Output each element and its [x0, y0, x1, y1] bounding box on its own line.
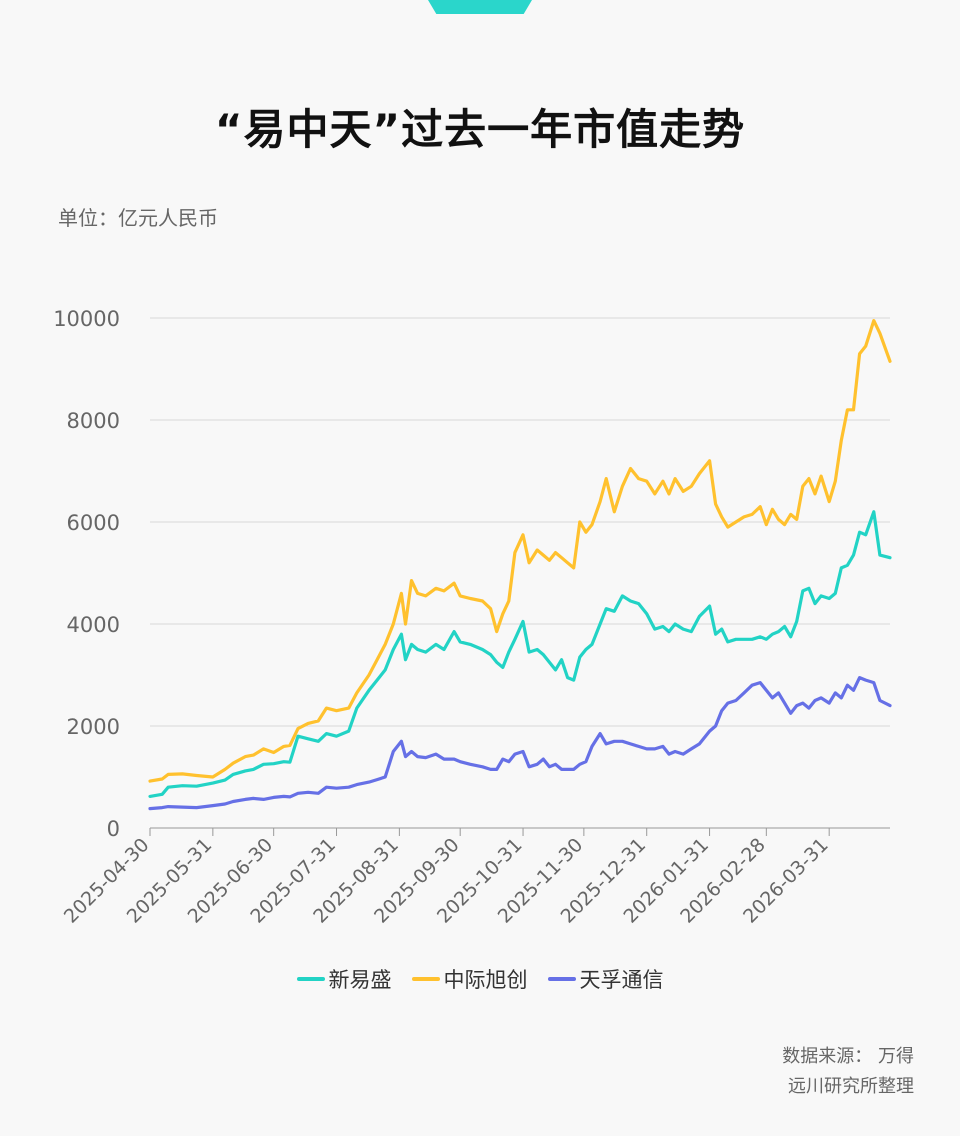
y-tick-label: 8000 — [67, 409, 120, 433]
legend-swatch — [547, 977, 576, 981]
y-tick-label: 10000 — [53, 307, 120, 331]
series-layer — [148, 319, 892, 811]
source-line-1: 数据来源： 万得 — [782, 1046, 914, 1067]
legend-label: 天孚通信 — [579, 968, 664, 992]
series-line — [148, 319, 892, 783]
header-accent-tab — [428, 0, 532, 14]
unit-label: 单位：亿元人民币 — [58, 206, 218, 230]
source-note: 数据来源： 万得 远川研究所整理 — [782, 1042, 914, 1102]
page-title: “易中天”过去一年市值走势 — [214, 105, 746, 154]
legend-item: 天孚通信 — [547, 964, 664, 994]
y-tick-label: 0 — [107, 817, 120, 841]
legend-label: 新易盛 — [328, 968, 392, 992]
legend-label: 中际旭创 — [443, 968, 528, 992]
chart-legend: 新易盛 中际旭创 天孚通信 — [0, 964, 960, 994]
source-line-2: 远川研究所整理 — [788, 1076, 914, 1097]
y-tick-label: 2000 — [67, 715, 120, 739]
series-line — [148, 510, 892, 798]
grid-layer — [150, 317, 890, 727]
legend-item: 中际旭创 — [411, 964, 528, 994]
y-tick-label: 4000 — [67, 613, 120, 637]
axis-layer: 02000400060008000100002025-04-302025-05-… — [53, 307, 890, 928]
series-line — [148, 676, 892, 811]
legend-item: 新易盛 — [296, 964, 392, 994]
legend-swatch — [296, 977, 325, 981]
legend-swatch — [411, 977, 440, 981]
line-chart: 02000400060008000100002025-04-302025-05-… — [53, 307, 892, 928]
y-tick-label: 6000 — [67, 511, 120, 535]
